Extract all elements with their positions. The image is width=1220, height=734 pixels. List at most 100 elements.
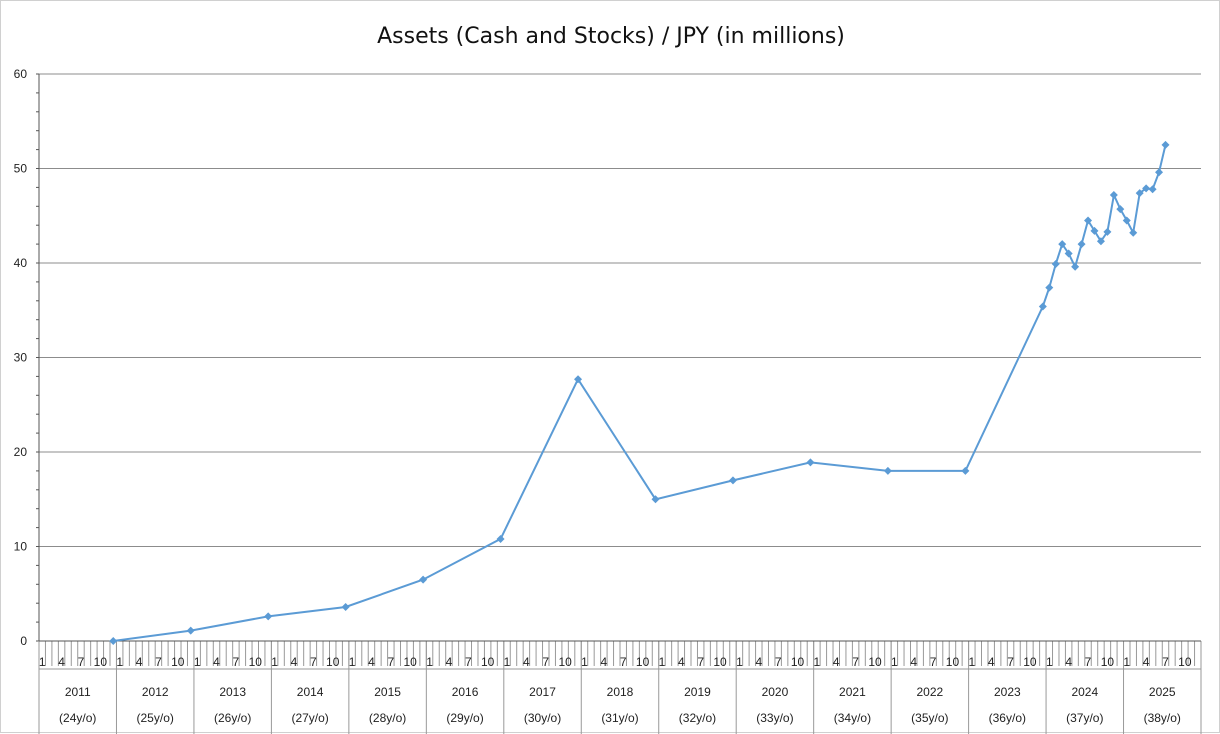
month-label: 1 — [39, 655, 46, 669]
age-label: (38y/o) — [1144, 711, 1181, 725]
month-label: 4 — [678, 655, 685, 669]
data-point — [1058, 240, 1067, 249]
data-point — [1116, 205, 1125, 214]
month-label: 1 — [659, 655, 666, 669]
y-tick-label: 20 — [14, 445, 28, 459]
data-point — [109, 637, 118, 645]
month-label: 4 — [601, 655, 608, 669]
age-label: (28y/o) — [369, 711, 406, 725]
month-label: 10 — [636, 655, 650, 669]
month-label: 7 — [697, 655, 704, 669]
month-label: 1 — [426, 655, 433, 669]
data-point — [264, 612, 273, 621]
series-markers — [109, 140, 1170, 645]
month-label: 4 — [136, 655, 143, 669]
year-label: 2022 — [917, 685, 944, 699]
year-label: 2023 — [994, 685, 1021, 699]
data-point — [961, 466, 970, 475]
month-label: 1 — [581, 655, 588, 669]
data-point — [1103, 227, 1112, 236]
month-label: 10 — [713, 655, 727, 669]
year-label: 2020 — [762, 685, 789, 699]
data-point — [341, 602, 350, 611]
month-label: 7 — [1162, 655, 1169, 669]
data-point — [1045, 283, 1054, 292]
data-point — [186, 626, 195, 635]
month-label: 4 — [213, 655, 220, 669]
year-label: 2016 — [452, 685, 479, 699]
data-point — [1122, 216, 1131, 225]
y-tick-label: 0 — [20, 634, 27, 648]
month-label: 4 — [523, 655, 530, 669]
month-label: 7 — [310, 655, 317, 669]
month-label: 10 — [1101, 655, 1115, 669]
data-point — [496, 534, 505, 543]
month-label: 7 — [387, 655, 394, 669]
month-label: 1 — [116, 655, 123, 669]
data-point — [1129, 228, 1138, 237]
data-point — [1064, 249, 1073, 258]
month-label: 7 — [233, 655, 240, 669]
y-tick-label: 30 — [14, 351, 28, 365]
month-label: 4 — [446, 655, 453, 669]
month-label: 10 — [1023, 655, 1037, 669]
year-label: 2017 — [529, 685, 556, 699]
month-label: 4 — [58, 655, 65, 669]
data-point — [1096, 237, 1105, 246]
year-label: 2013 — [219, 685, 246, 699]
age-label: (24y/o) — [59, 711, 96, 725]
age-label: (25y/o) — [137, 711, 174, 725]
month-label: 7 — [620, 655, 627, 669]
month-label: 1 — [968, 655, 975, 669]
data-point — [1148, 185, 1157, 194]
age-label: (34y/o) — [834, 711, 871, 725]
month-label: 1 — [1123, 655, 1130, 669]
age-label: (35y/o) — [911, 711, 948, 725]
data-point — [1155, 168, 1164, 177]
month-label: 7 — [465, 655, 472, 669]
data-point — [1109, 190, 1118, 199]
month-label: 7 — [1007, 655, 1014, 669]
data-point — [574, 375, 583, 384]
month-label: 10 — [404, 655, 418, 669]
data-point — [883, 466, 892, 475]
month-label: 10 — [481, 655, 495, 669]
month-label: 10 — [1178, 655, 1192, 669]
data-point — [1038, 302, 1047, 311]
data-point — [1077, 240, 1086, 249]
year-label: 2019 — [684, 685, 711, 699]
month-label: 1 — [349, 655, 356, 669]
data-point — [1135, 189, 1144, 198]
year-label: 2024 — [1071, 685, 1098, 699]
year-label: 2011 — [65, 685, 91, 699]
month-label: 10 — [249, 655, 263, 669]
month-label: 7 — [930, 655, 937, 669]
gridlines — [39, 73, 1201, 642]
data-point — [419, 575, 428, 584]
year-label: 2014 — [297, 685, 324, 699]
month-label: 4 — [1143, 655, 1150, 669]
month-label: 7 — [542, 655, 549, 669]
age-label: (29y/o) — [446, 711, 483, 725]
age-label: (31y/o) — [601, 711, 638, 725]
month-label: 4 — [368, 655, 375, 669]
month-label: 10 — [171, 655, 185, 669]
month-label: 10 — [791, 655, 805, 669]
y-tick-label: 10 — [14, 540, 28, 554]
data-point — [1084, 216, 1093, 225]
data-point — [651, 495, 660, 504]
data-point — [1142, 184, 1151, 193]
age-label: (36y/o) — [989, 711, 1026, 725]
y-tick-label: 50 — [14, 162, 28, 176]
month-label: 10 — [94, 655, 108, 669]
month-label: 4 — [755, 655, 762, 669]
month-label: 10 — [868, 655, 882, 669]
month-label: 1 — [891, 655, 898, 669]
month-label: 7 — [775, 655, 782, 669]
month-label: 1 — [271, 655, 278, 669]
data-point — [806, 458, 815, 467]
month-label: 4 — [291, 655, 298, 669]
series-line — [113, 144, 1167, 642]
